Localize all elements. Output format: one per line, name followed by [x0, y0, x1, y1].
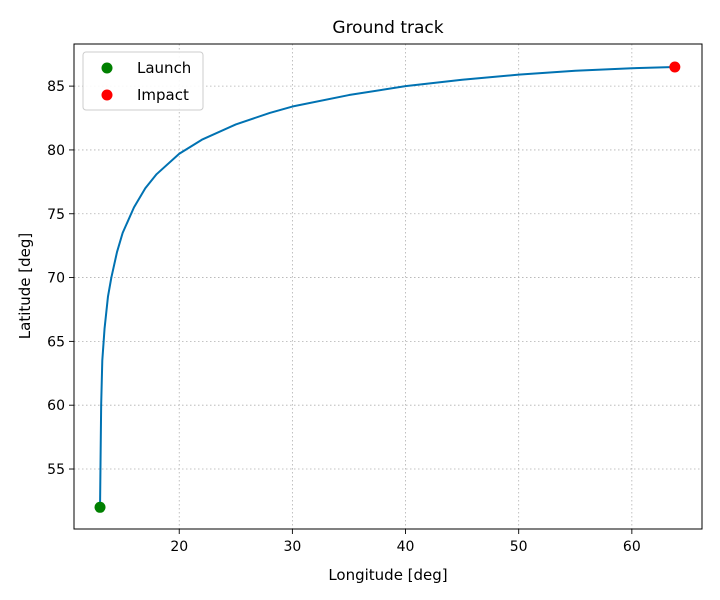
y-tick-label: 75 [47, 207, 65, 223]
y-axis-ticks: 55 60 65 70 75 80 85 [47, 79, 74, 478]
ground-track-line [99, 65, 676, 509]
x-axis-label: Longitude [deg] [328, 566, 447, 584]
y-tick-label: 85 [47, 79, 65, 95]
launch-marker [94, 501, 106, 513]
legend-box [82, 51, 204, 111]
y-axis-label: Latitude [deg] [16, 233, 34, 339]
chart-title: Ground track [332, 18, 443, 38]
marker-layer [94, 61, 681, 513]
x-tick-label: 30 [283, 539, 301, 555]
x-tick-label: 60 [623, 539, 641, 555]
y-tick-label: 70 [47, 271, 65, 287]
legend-label-impact: Impact [137, 86, 189, 104]
legend-marker-launch [101, 62, 113, 74]
x-tick-label: 20 [170, 539, 188, 555]
x-tick-label: 40 [397, 539, 415, 555]
y-tick-label: 80 [47, 143, 65, 159]
x-axis-ticks: 20 30 40 50 60 [170, 529, 641, 555]
x-tick-label: 50 [510, 539, 528, 555]
y-tick-label: 65 [47, 334, 65, 350]
y-tick-label: 55 [47, 462, 65, 478]
legend-label-launch: Launch [137, 59, 191, 77]
impact-marker [669, 61, 681, 73]
grid-lines [74, 44, 702, 529]
series-layer [99, 65, 676, 509]
plot-frame [73, 43, 703, 530]
y-tick-label: 60 [47, 398, 65, 414]
legend-marker-impact [101, 89, 113, 101]
legend: Launch Impact [82, 51, 204, 111]
